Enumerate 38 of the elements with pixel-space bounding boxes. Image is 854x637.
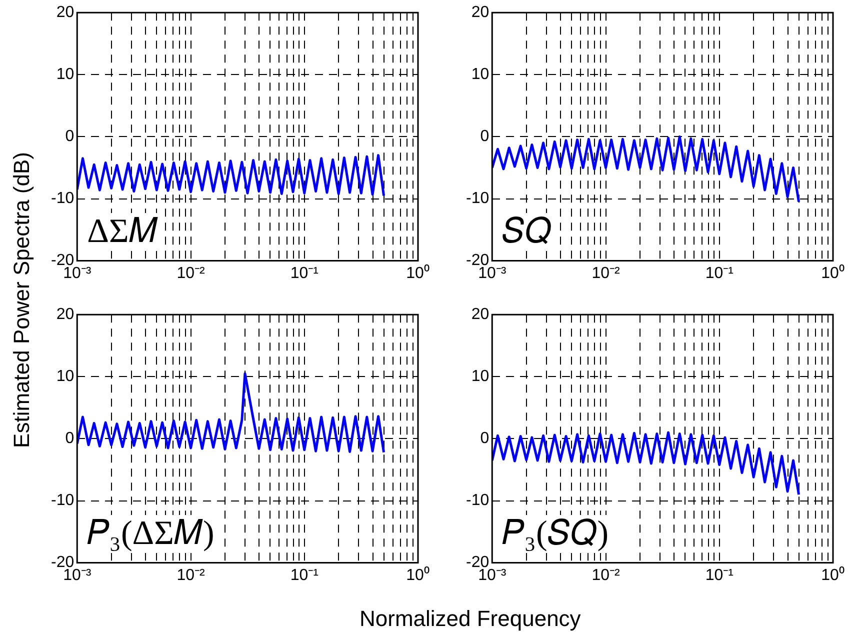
y-axis-title: Estimated Power Spectra (dB) bbox=[8, 152, 35, 448]
x-tick-label: 10⁻³ bbox=[63, 264, 92, 282]
y-tick-label: 20 bbox=[471, 4, 490, 22]
y-tick-label: 10 bbox=[471, 66, 490, 84]
x-tick-label: 10⁻³ bbox=[478, 264, 507, 282]
x-tick-label: 10⁻¹ bbox=[290, 264, 318, 282]
y-tick-label: -10 bbox=[466, 190, 490, 208]
y-tick-label: 0 bbox=[65, 128, 74, 146]
y-tick-label: 20 bbox=[56, 306, 74, 324]
y-tick-label: 10 bbox=[56, 368, 74, 386]
x-tick-label: 10⁻² bbox=[176, 264, 206, 282]
x-tick-label: 10⁰ bbox=[406, 566, 430, 584]
x-tick-label: 10⁰ bbox=[406, 264, 430, 282]
y-tick-label: 20 bbox=[56, 4, 74, 22]
annotation: 𝑃₃(ΔΣ𝑀) bbox=[83, 514, 218, 553]
y-tick-label: 10 bbox=[56, 66, 74, 84]
x-tick-label: 10⁻³ bbox=[63, 566, 92, 584]
x-tick-label: 10⁻¹ bbox=[705, 566, 734, 584]
annotation: ΔΣ𝑀 bbox=[83, 212, 162, 251]
x-tick-label: 10⁻² bbox=[592, 264, 620, 282]
y-tick-label: -10 bbox=[466, 492, 490, 510]
y-tick-label: -10 bbox=[51, 190, 74, 208]
annotation: 𝑆𝑄 bbox=[498, 212, 556, 251]
x-tick-label: 10⁻³ bbox=[478, 566, 507, 584]
y-tick-label: 10 bbox=[471, 368, 490, 386]
annotation: 𝑃₃(𝑆𝑄) bbox=[498, 514, 613, 553]
y-tick-label: 20 bbox=[471, 306, 490, 324]
y-tick-label: 0 bbox=[480, 128, 490, 146]
y-tick-label: 0 bbox=[65, 430, 74, 448]
x-tick-label: 10⁻² bbox=[176, 566, 206, 584]
x-tick-label: 10⁻² bbox=[592, 566, 620, 584]
x-tick-label: 10⁰ bbox=[821, 566, 845, 584]
x-tick-label: 10⁰ bbox=[821, 264, 845, 282]
x-tick-label: 10⁻¹ bbox=[705, 264, 734, 282]
x-axis-title: Normalized Frequency bbox=[360, 606, 581, 632]
y-tick-label: -10 bbox=[51, 492, 74, 510]
x-tick-label: 10⁻¹ bbox=[290, 566, 318, 584]
y-tick-label: 0 bbox=[480, 430, 490, 448]
